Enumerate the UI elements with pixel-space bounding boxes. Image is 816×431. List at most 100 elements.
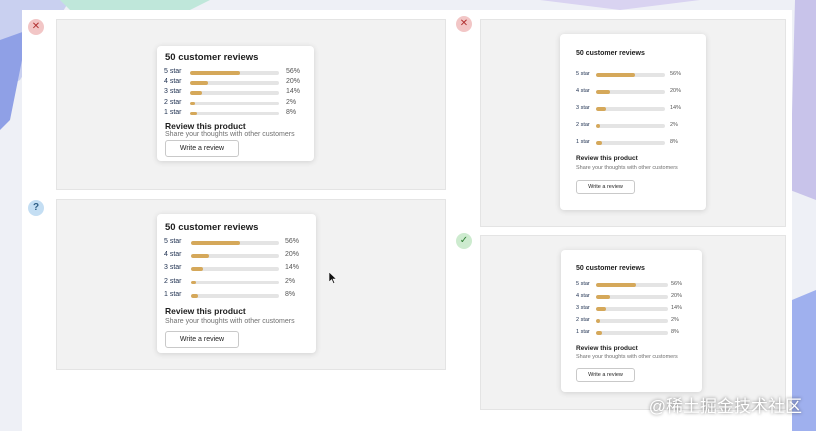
rating-bar-fill bbox=[596, 107, 606, 111]
write-review-button[interactable]: Write a review bbox=[576, 368, 635, 382]
rating-bar-track bbox=[596, 107, 665, 111]
question-badge-icon: ? bbox=[28, 200, 44, 216]
incorrect-badge-icon: ✕ bbox=[28, 19, 44, 35]
correct-badge-icon: ✓ bbox=[456, 233, 472, 249]
rating-bar-fill bbox=[596, 331, 602, 335]
star-label: 1 star bbox=[576, 139, 590, 145]
rating-bar-track bbox=[191, 267, 279, 272]
rating-percent: 20% bbox=[286, 78, 301, 86]
star-label: 2 star bbox=[576, 122, 590, 128]
incorrect-badge-icon: ✕ bbox=[456, 16, 472, 32]
rating-bar-fill bbox=[190, 91, 203, 96]
rating-row: 3 star 14% bbox=[157, 264, 316, 277]
rating-bar-fill bbox=[596, 124, 601, 128]
review-subtext: Share your thoughts with other customers bbox=[576, 354, 678, 360]
rating-row: 4 star 20% bbox=[157, 251, 316, 264]
rating-bar-track bbox=[596, 295, 668, 299]
review-subtext: Share your thoughts with other customers bbox=[165, 131, 295, 138]
star-label: 4 star bbox=[164, 78, 182, 86]
review-heading: Review this product bbox=[576, 155, 638, 162]
rating-bar-fill bbox=[191, 293, 199, 298]
rating-bar-fill bbox=[190, 81, 208, 85]
write-review-button[interactable]: Write a review bbox=[576, 180, 635, 194]
rating-row: 1 star 8% bbox=[157, 109, 314, 119]
rating-percent: 8% bbox=[285, 290, 296, 298]
rating-bar-track bbox=[596, 319, 668, 323]
rating-percent: 8% bbox=[670, 139, 678, 145]
rating-bar-track bbox=[190, 91, 279, 96]
rating-bar-track bbox=[190, 71, 279, 75]
rating-row: 3 star 14% bbox=[560, 105, 706, 122]
rating-bar-fill bbox=[596, 141, 602, 145]
rating-bar-fill bbox=[190, 111, 198, 116]
star-label: 4 star bbox=[576, 88, 590, 94]
rating-row: 2 star 2% bbox=[157, 99, 314, 109]
write-review-button[interactable]: Write a review bbox=[165, 331, 239, 348]
rating-percent: 2% bbox=[671, 317, 679, 323]
star-label: 4 star bbox=[164, 251, 182, 259]
star-label: 5 star bbox=[576, 281, 590, 287]
rating-percent: 8% bbox=[286, 108, 297, 116]
rating-bar-track bbox=[596, 90, 665, 94]
rating-percent: 14% bbox=[670, 105, 682, 111]
rating-percent: 56% bbox=[285, 238, 300, 245]
rating-row: 3 star 14% bbox=[561, 305, 702, 317]
rating-bar-track bbox=[596, 124, 665, 128]
rating-bar-fill bbox=[596, 90, 610, 94]
rating-bar-track bbox=[191, 240, 279, 245]
rating-bar-fill bbox=[190, 71, 240, 75]
rating-row: 5 star 56% bbox=[157, 68, 314, 78]
rating-percent: 2% bbox=[670, 122, 678, 128]
rating-percent: 20% bbox=[670, 88, 682, 94]
rating-bar-track bbox=[191, 254, 279, 258]
rating-percent: 56% bbox=[671, 281, 683, 287]
rating-bar-fill bbox=[191, 254, 209, 258]
review-card: 50 customer reviews 5 star 56% 4 star 20% 3 s… bbox=[157, 214, 316, 353]
card-title: 50 customer reviews bbox=[576, 50, 645, 57]
rating-bar-fill bbox=[596, 73, 635, 77]
review-heading: Review this product bbox=[576, 345, 638, 352]
rating-bar-fill bbox=[596, 319, 601, 323]
rating-row: 1 star 8% bbox=[561, 329, 702, 341]
rating-row: 5 star 56% bbox=[157, 238, 316, 251]
rating-row: 2 star 2% bbox=[157, 278, 316, 291]
star-label: 2 star bbox=[576, 317, 590, 323]
rating-bar-track bbox=[191, 280, 279, 285]
rating-row: 5 star 56% bbox=[561, 281, 702, 293]
rating-bar-fill bbox=[191, 280, 197, 285]
card-title: 50 customer reviews bbox=[165, 222, 259, 233]
rating-row: 3 star 14% bbox=[157, 88, 314, 98]
star-label: 5 star bbox=[164, 238, 182, 245]
review-heading: Review this product bbox=[165, 306, 246, 316]
rating-bar-track bbox=[596, 73, 665, 77]
rating-bar-fill bbox=[191, 240, 241, 245]
rating-bar-track bbox=[191, 293, 279, 298]
review-subtext: Share your thoughts with other customers bbox=[165, 318, 295, 325]
review-card: 50 customer reviews 5 star 56% 4 star 20% 3 s… bbox=[157, 46, 314, 161]
write-review-button[interactable]: Write a review bbox=[165, 140, 239, 157]
rating-percent: 56% bbox=[670, 71, 682, 77]
star-label: 1 star bbox=[164, 108, 182, 116]
star-label: 3 star bbox=[164, 264, 182, 272]
mouse-pointer-icon bbox=[329, 272, 337, 284]
rating-row: 1 star 8% bbox=[157, 291, 316, 304]
review-card: 50 customer reviews 5 star 56% 4 star 20% 3 s… bbox=[560, 34, 706, 210]
rating-bar-track bbox=[596, 141, 665, 145]
rating-row: 1 star 8% bbox=[560, 139, 706, 156]
rating-row: 5 star 56% bbox=[560, 71, 706, 88]
rating-bar-fill bbox=[190, 101, 196, 106]
rating-percent: 20% bbox=[671, 293, 683, 299]
rating-bar-fill bbox=[191, 267, 204, 272]
rating-bar-track bbox=[596, 331, 668, 335]
rating-row: 4 star 20% bbox=[561, 293, 702, 305]
rating-bar-track bbox=[190, 81, 279, 85]
rating-percent: 20% bbox=[285, 251, 300, 259]
rating-percent: 14% bbox=[671, 305, 683, 311]
rating-bar-track bbox=[596, 307, 668, 311]
star-label: 1 star bbox=[576, 329, 590, 335]
rating-percent: 2% bbox=[286, 98, 297, 106]
rating-bar-track bbox=[596, 283, 668, 287]
rating-percent: 56% bbox=[286, 68, 301, 75]
star-label: 2 star bbox=[164, 277, 182, 285]
rating-bar-track bbox=[190, 101, 279, 106]
